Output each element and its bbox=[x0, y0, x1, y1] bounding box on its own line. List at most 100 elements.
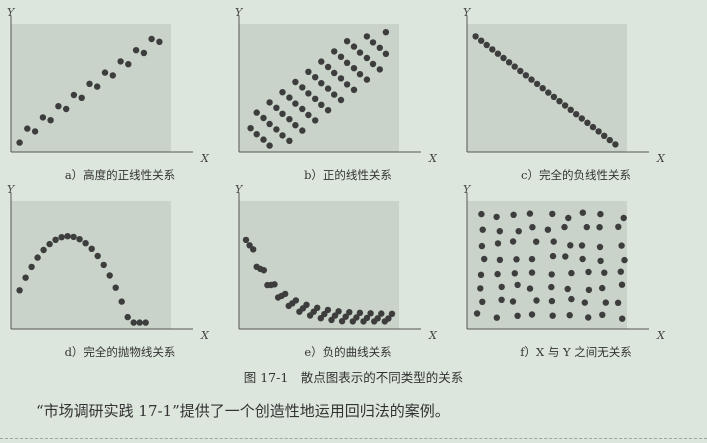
scatter-point bbox=[303, 301, 310, 308]
scatter-point bbox=[388, 310, 396, 317]
scatter-point bbox=[494, 50, 502, 57]
scatter-point bbox=[533, 297, 540, 304]
scatter-point bbox=[533, 238, 540, 245]
scatter-point bbox=[566, 312, 573, 319]
scatter-point bbox=[515, 228, 522, 235]
scatter-point bbox=[548, 297, 556, 305]
scatter-point bbox=[132, 47, 140, 54]
scatter-point bbox=[55, 103, 62, 110]
scatter-point bbox=[63, 105, 70, 113]
y-axis-label: Y bbox=[7, 6, 15, 19]
scatter-point bbox=[324, 107, 332, 114]
scatter-point bbox=[46, 240, 53, 248]
scatter-point bbox=[528, 255, 536, 263]
scatter-point bbox=[363, 314, 371, 322]
scatter-point bbox=[292, 78, 299, 86]
scatter-point bbox=[478, 37, 485, 44]
scatter-point bbox=[511, 270, 518, 277]
scatter-point bbox=[599, 284, 606, 292]
scatter-point bbox=[550, 93, 558, 101]
scatter-point bbox=[498, 296, 505, 303]
scatter-point bbox=[253, 109, 260, 116]
scatter-plot-f bbox=[466, 193, 649, 330]
scatter-point bbox=[247, 125, 254, 132]
scatter-plot-b bbox=[238, 16, 421, 153]
scatter-point bbox=[16, 287, 23, 294]
scatter-point bbox=[549, 210, 556, 218]
scatter-point bbox=[58, 234, 65, 241]
scatter-point bbox=[356, 71, 364, 78]
scatter-point bbox=[292, 100, 299, 107]
plot-area bbox=[467, 24, 627, 152]
scatter-point bbox=[496, 228, 503, 235]
scatter-point bbox=[94, 252, 101, 260]
scatter-point bbox=[578, 115, 585, 122]
scatter-point bbox=[493, 213, 500, 221]
scatter-point bbox=[545, 89, 552, 96]
scatter-point bbox=[579, 255, 586, 263]
scatter-point bbox=[266, 99, 273, 106]
scatter-point bbox=[305, 90, 312, 97]
scatter-point bbox=[529, 224, 536, 231]
scatter-point bbox=[260, 114, 267, 122]
scatter-point bbox=[369, 39, 377, 46]
scatter-point bbox=[612, 141, 619, 148]
scatter-point bbox=[70, 91, 78, 99]
scatter-point bbox=[479, 226, 486, 233]
y-axis-label: Y bbox=[463, 183, 471, 196]
scatter-point bbox=[331, 48, 338, 55]
scatter-point bbox=[621, 256, 628, 264]
scatter-point bbox=[556, 98, 563, 105]
scatter-point bbox=[22, 274, 29, 281]
scatter-point bbox=[489, 46, 496, 53]
scatter-point bbox=[550, 238, 557, 245]
scatter-point bbox=[305, 111, 312, 119]
scatter-point bbox=[282, 290, 289, 298]
panel-caption-e: e）负的曲线关系 bbox=[304, 345, 392, 359]
scatter-point bbox=[533, 80, 541, 88]
scatter-point bbox=[124, 313, 131, 321]
scatter-point bbox=[517, 67, 524, 75]
scatter-point bbox=[292, 122, 299, 129]
scatter-point bbox=[363, 76, 371, 83]
scatter-point bbox=[618, 281, 626, 288]
scatter-point bbox=[324, 63, 332, 71]
scatter-point bbox=[250, 246, 257, 253]
scatter-point bbox=[246, 242, 253, 249]
scatter-point bbox=[618, 242, 625, 249]
scatter-point bbox=[242, 236, 250, 244]
scatter-point bbox=[279, 89, 286, 96]
scatter-point bbox=[324, 85, 332, 92]
scatter-point bbox=[292, 297, 300, 304]
scatter-point bbox=[331, 69, 338, 77]
scatter-point bbox=[548, 283, 555, 291]
body-paragraph: “市场调研实践 17-1”提供了一个创造性地运用回归法的案例。 bbox=[36, 402, 450, 420]
scatter-point bbox=[34, 254, 41, 261]
scatter-point bbox=[528, 269, 536, 276]
scatter-point bbox=[478, 210, 485, 218]
scatter-point bbox=[337, 53, 345, 60]
scatter-point bbox=[312, 117, 319, 124]
scatter-point bbox=[568, 269, 575, 277]
scatter-panel-e: Y X e）负的曲线关系 bbox=[233, 183, 463, 363]
scatter-point bbox=[567, 242, 574, 249]
scatter-point bbox=[549, 312, 556, 319]
scatter-point bbox=[16, 139, 23, 146]
scatter-point bbox=[496, 256, 504, 264]
scatter-point bbox=[78, 94, 85, 102]
scatter-point bbox=[584, 119, 591, 127]
scatter-point bbox=[511, 63, 518, 70]
scatter-panel-d: Y X d）完全的抛物线关系 bbox=[5, 183, 235, 363]
scatter-plot-a bbox=[10, 16, 193, 153]
scatter-point bbox=[279, 132, 286, 139]
scatter-point bbox=[331, 312, 339, 319]
scatter-point bbox=[478, 242, 486, 250]
scatter-point bbox=[299, 105, 306, 113]
scatter-point bbox=[106, 272, 113, 279]
scatter-point bbox=[286, 137, 293, 144]
scatter-point bbox=[565, 214, 572, 222]
figure-title: 图 17-1 散点图表示的不同类型的关系 bbox=[243, 370, 464, 385]
scatter-point bbox=[477, 285, 484, 292]
scatter-point bbox=[369, 60, 377, 68]
scatter-point bbox=[52, 236, 59, 243]
